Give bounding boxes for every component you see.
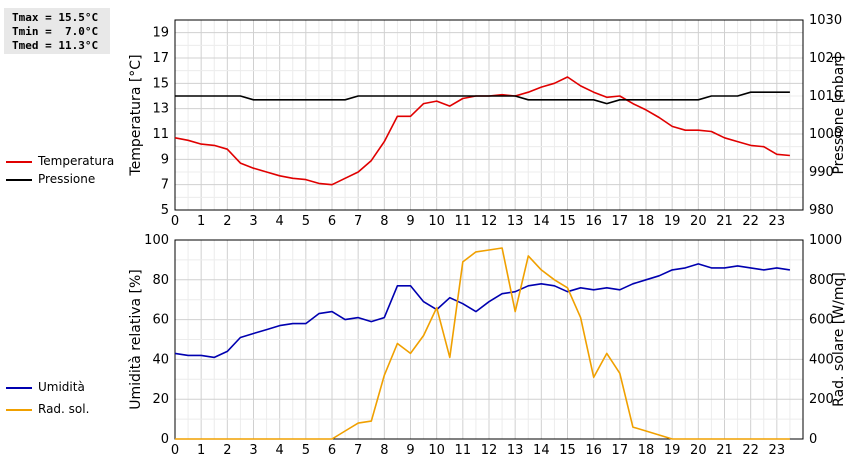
y-left-tick-label: 40 bbox=[152, 352, 169, 367]
y-right-tick-label: 800 bbox=[809, 273, 834, 288]
x-tick-label: 16 bbox=[585, 214, 602, 229]
x-tick-label: 12 bbox=[481, 443, 498, 458]
y-left-tick-label: 9 bbox=[161, 152, 169, 167]
x-tick-label: 18 bbox=[638, 443, 655, 458]
series-line-temperatura bbox=[174, 76, 790, 186]
stat-tmed: Tmed = 11.3°C bbox=[12, 39, 99, 52]
stat-tmin: Tmin = 7.0°C bbox=[12, 25, 99, 38]
x-tick-label: 2 bbox=[223, 214, 231, 229]
x-tick-label: 1 bbox=[197, 214, 205, 229]
x-tick-label: 16 bbox=[585, 443, 602, 458]
x-tick-label: 11 bbox=[455, 214, 472, 229]
stats-box: Tmax = 15.5°C Tmin = 7.0°C Tmed = 11.3°C bbox=[4, 8, 110, 54]
y-right-tick-label: 980 bbox=[809, 203, 834, 218]
y-left-tick-label: 13 bbox=[152, 102, 169, 117]
y-left-tick-label: 15 bbox=[152, 76, 169, 91]
legend-swatch-pressione bbox=[6, 179, 32, 181]
y-right-tick-label: 1010 bbox=[809, 89, 842, 104]
x-tick-label: 3 bbox=[249, 443, 257, 458]
y-left-tick-label: 20 bbox=[152, 392, 169, 407]
x-tick-label: 23 bbox=[769, 443, 786, 458]
series-line-pressione bbox=[175, 91, 790, 105]
x-tick-label: 19 bbox=[664, 214, 681, 229]
y-left-axis-title: Temperatura [°C] bbox=[128, 54, 144, 176]
legend-label-pressione: Pressione bbox=[38, 172, 96, 186]
x-tick-label: 17 bbox=[612, 214, 629, 229]
x-tick-label: 14 bbox=[533, 443, 550, 458]
y-right-tick-label: 1000 bbox=[809, 233, 842, 248]
x-tick-label: 22 bbox=[742, 443, 759, 458]
x-tick-label: 21 bbox=[716, 443, 733, 458]
x-tick-label: 2 bbox=[223, 443, 231, 458]
x-tick-label: 10 bbox=[428, 443, 445, 458]
stat-tmax: Tmax = 15.5°C bbox=[12, 11, 99, 24]
y-left-tick-label: 7 bbox=[161, 178, 169, 193]
y-left-tick-label: 60 bbox=[152, 313, 169, 328]
x-tick-label: 10 bbox=[428, 214, 445, 229]
y-right-tick-label: 0 bbox=[809, 432, 817, 447]
y-left-tick-label: 100 bbox=[144, 233, 169, 248]
x-tick-label: 13 bbox=[507, 443, 524, 458]
legend-swatch-umidita bbox=[6, 387, 32, 389]
x-tick-label: 4 bbox=[276, 214, 284, 229]
x-tick-label: 15 bbox=[559, 443, 576, 458]
x-tick-label: 12 bbox=[481, 214, 498, 229]
x-tick-label: 15 bbox=[559, 214, 576, 229]
x-tick-label: 13 bbox=[507, 214, 524, 229]
y-right-tick-label: 400 bbox=[809, 352, 834, 367]
x-tick-label: 3 bbox=[249, 214, 257, 229]
x-tick-label: 17 bbox=[612, 443, 629, 458]
plot-frame bbox=[174, 19, 804, 211]
x-tick-label: 6 bbox=[328, 443, 336, 458]
y-right-axis-title: Pressione [mbar] bbox=[831, 55, 847, 174]
x-tick-label: 20 bbox=[690, 214, 707, 229]
x-tick-label: 8 bbox=[380, 443, 388, 458]
x-tick-label: 19 bbox=[664, 443, 681, 458]
x-tick-label: 22 bbox=[742, 214, 759, 229]
y-left-tick-label: 17 bbox=[152, 51, 169, 66]
y-right-tick-label: 600 bbox=[809, 313, 834, 328]
y-right-tick-label: 990 bbox=[809, 165, 834, 180]
x-tick-label: 11 bbox=[455, 443, 472, 458]
y-right-tick-label: 200 bbox=[809, 392, 834, 407]
x-tick-label: 5 bbox=[302, 214, 310, 229]
y-left-tick-label: 0 bbox=[161, 432, 169, 447]
series-line-umidit bbox=[174, 263, 791, 359]
y-left-tick-label: 5 bbox=[161, 203, 169, 218]
legend-label-radsol: Rad. sol. bbox=[38, 402, 90, 416]
x-tick-label: 4 bbox=[276, 443, 284, 458]
x-tick-label: 23 bbox=[769, 214, 786, 229]
y-right-tick-label: 1000 bbox=[809, 127, 842, 142]
legend-label-umidita: Umidità bbox=[38, 380, 85, 394]
x-tick-label: 7 bbox=[354, 214, 362, 229]
y-right-tick-label: 1030 bbox=[809, 13, 842, 28]
x-tick-label: 0 bbox=[171, 443, 179, 458]
y-left-tick-label: 80 bbox=[152, 273, 169, 288]
y-left-tick-label: 19 bbox=[152, 26, 169, 41]
y-right-axis-title: Rad. solare [W/mq] bbox=[831, 272, 847, 407]
x-tick-label: 20 bbox=[690, 443, 707, 458]
y-left-tick-label: 11 bbox=[152, 127, 169, 142]
x-tick-label: 21 bbox=[716, 214, 733, 229]
x-tick-label: 7 bbox=[354, 443, 362, 458]
x-tick-label: 1 bbox=[197, 443, 205, 458]
x-tick-label: 18 bbox=[638, 214, 655, 229]
x-tick-label: 9 bbox=[406, 443, 414, 458]
y-left-axis-title: Umidità relativa [%] bbox=[128, 269, 144, 410]
legend-swatch-radsol bbox=[6, 409, 32, 411]
x-tick-label: 5 bbox=[302, 443, 310, 458]
legend-swatch-temperatura bbox=[6, 161, 32, 163]
plot-frame bbox=[174, 239, 804, 440]
y-right-tick-label: 1020 bbox=[809, 51, 842, 66]
x-tick-label: 8 bbox=[380, 214, 388, 229]
x-tick-label: 6 bbox=[328, 214, 336, 229]
series-line-rad-sol bbox=[175, 247, 790, 440]
x-tick-label: 14 bbox=[533, 214, 550, 229]
legend-label-temperatura: Temperatura bbox=[38, 154, 115, 168]
x-tick-label: 9 bbox=[406, 214, 414, 229]
x-tick-label: 0 bbox=[171, 214, 179, 229]
